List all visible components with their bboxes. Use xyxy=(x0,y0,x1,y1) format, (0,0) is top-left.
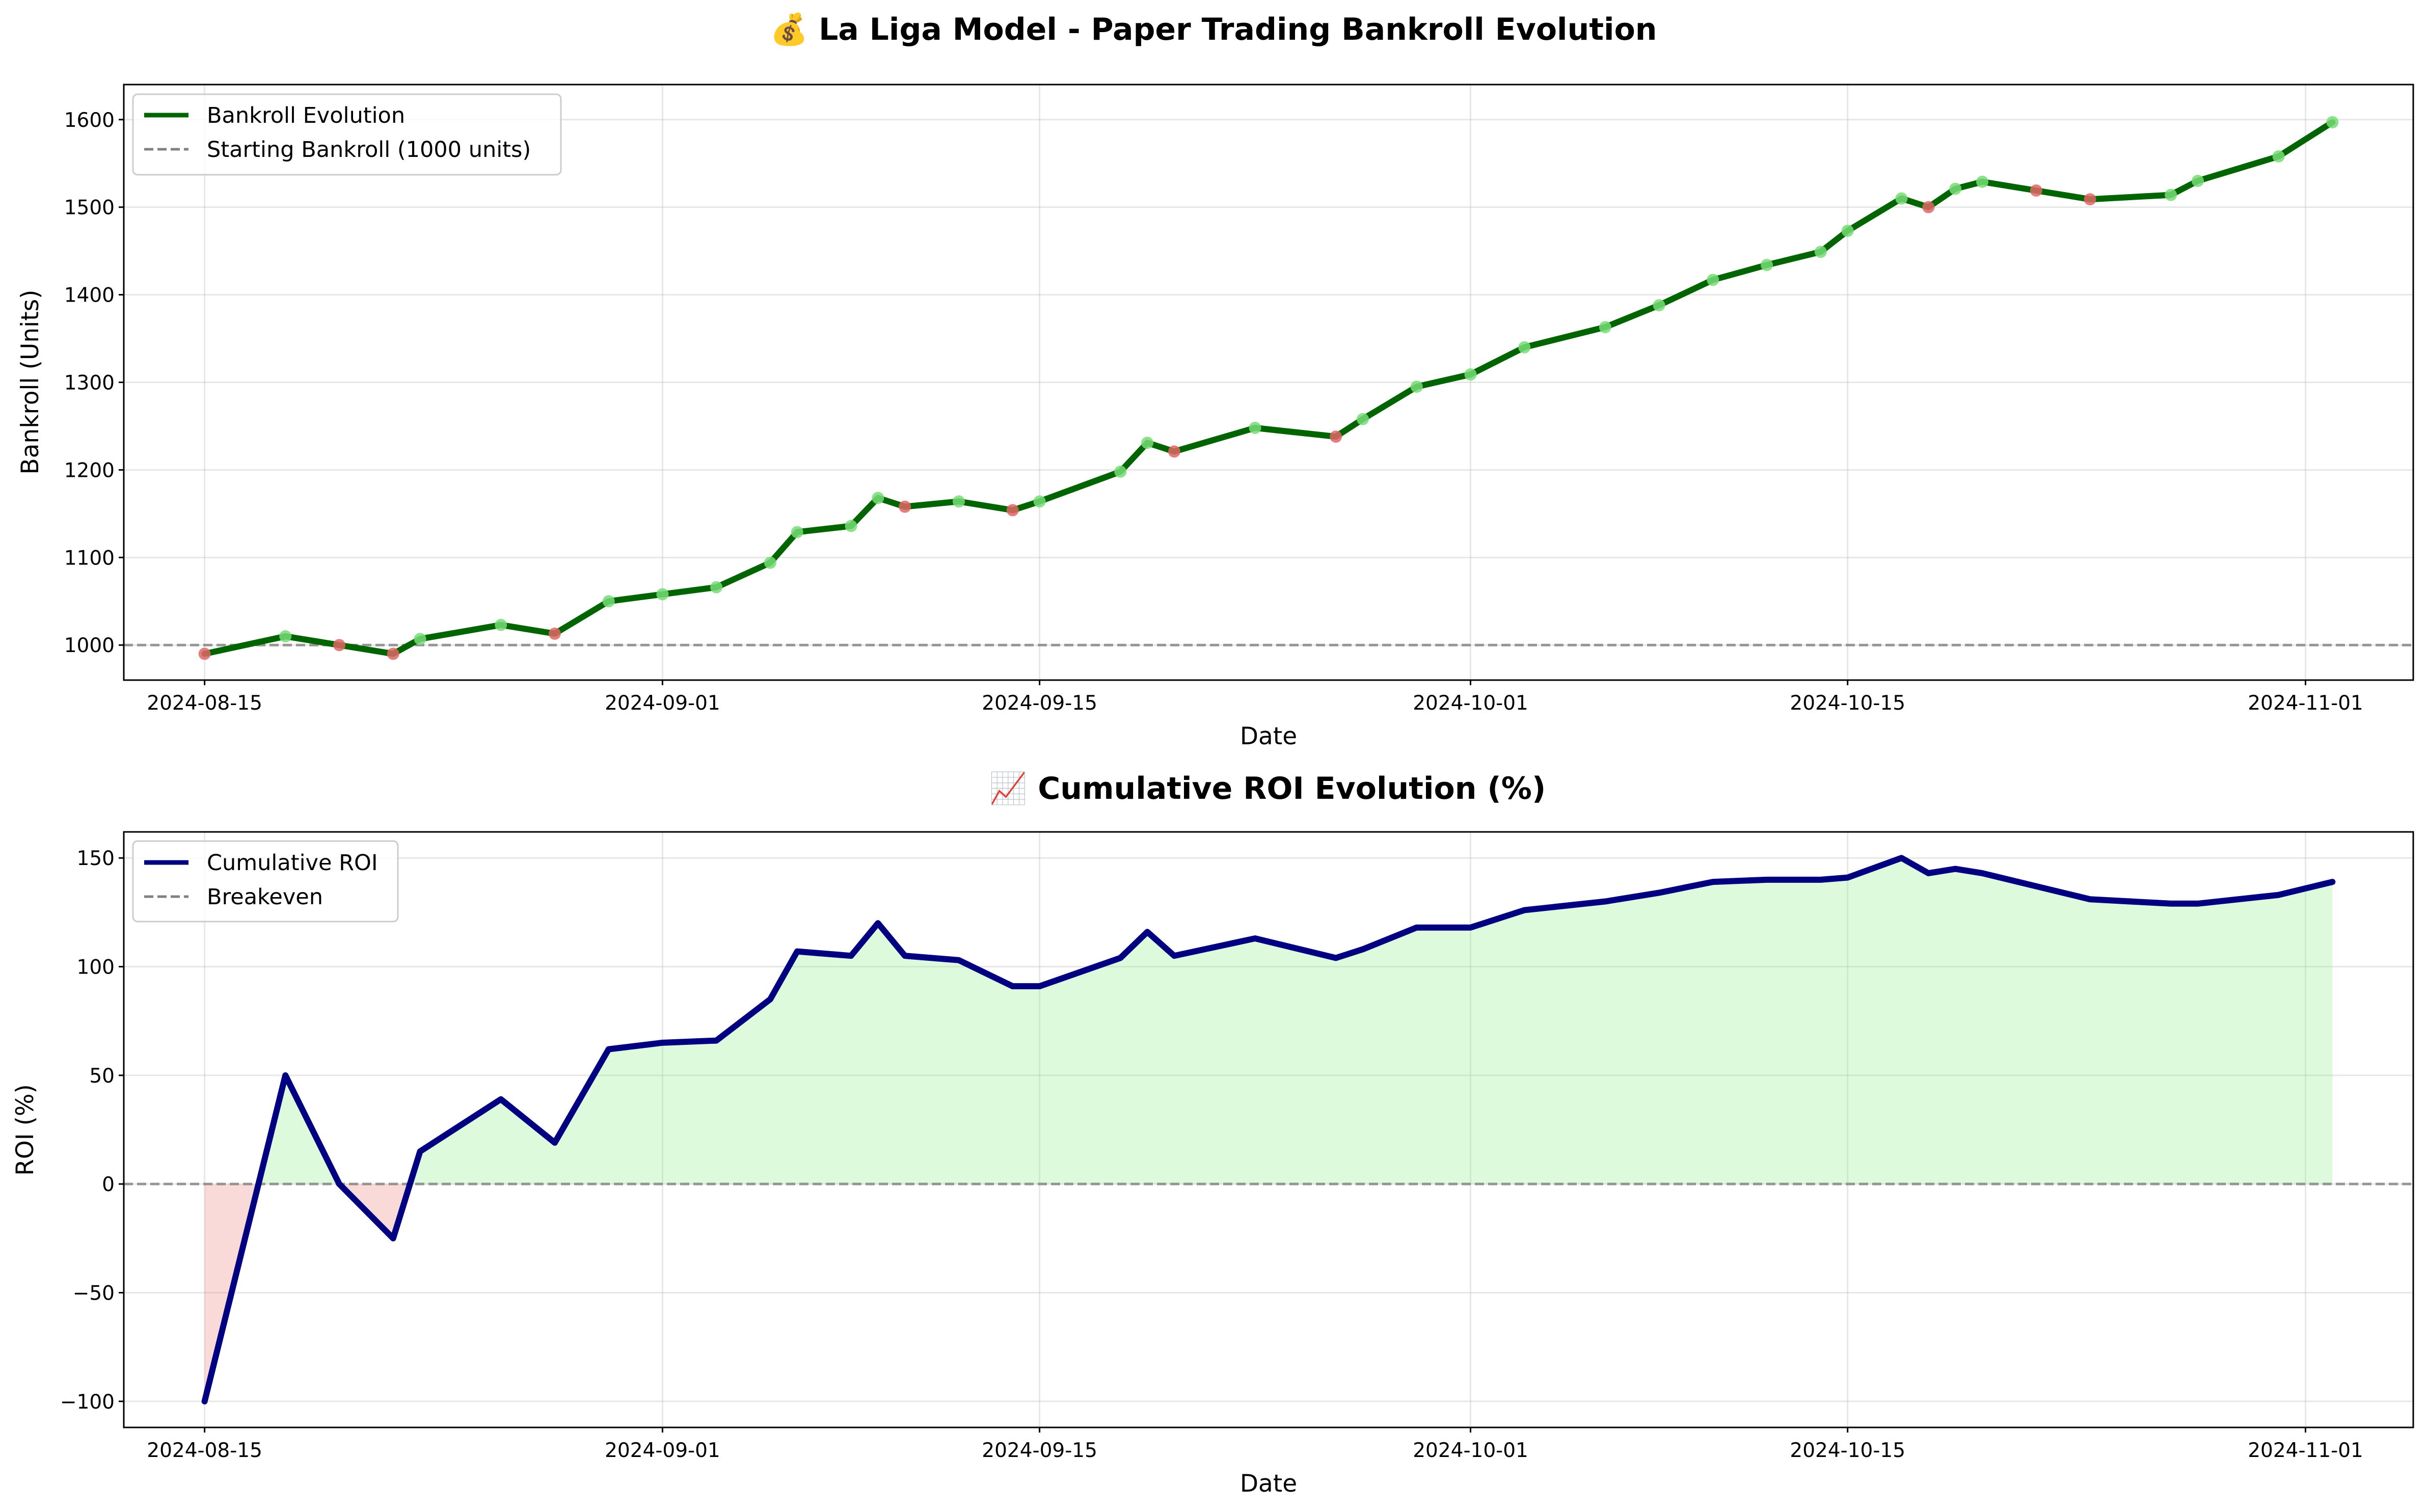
bankroll-data-point xyxy=(1141,437,1154,449)
bankroll-data-point xyxy=(1761,259,1773,272)
roi-legend-series-label: Cumulative ROI xyxy=(207,850,378,876)
bankroll-data-point xyxy=(952,495,965,508)
bankroll-x-axis-label: Date xyxy=(1240,722,1297,750)
roi-y-axis-label: ROI (%) xyxy=(11,1084,39,1176)
roi-y-tick-label: −100 xyxy=(60,1391,115,1414)
roi-x-tick-label: 2024-09-15 xyxy=(982,1439,1097,1462)
bankroll-data-point xyxy=(279,630,292,643)
roi-chart-title: 📈 Cumulative ROI Evolution (%) xyxy=(989,771,1546,806)
bankroll-data-point xyxy=(2272,150,2285,163)
roi-legend-reference-label: Breakeven xyxy=(207,884,323,910)
bankroll-y-tick-label: 1000 xyxy=(64,634,115,657)
roi-chart: 📈 Cumulative ROI Evolution (%) −100 −50 0 5… xyxy=(11,771,2414,1498)
bankroll-legend-reference-label: Starting Bankroll (1000 units) xyxy=(207,137,531,163)
bankroll-y-tick-label: 1600 xyxy=(64,109,115,132)
bankroll-legend-series-label: Bankroll Evolution xyxy=(207,103,405,128)
bankroll-data-point xyxy=(1976,175,1989,188)
bankroll-y-tick-label: 1200 xyxy=(64,459,115,482)
roi-y-tick-label: 50 xyxy=(89,1065,115,1088)
bankroll-data-point xyxy=(899,500,911,513)
bankroll-data-point xyxy=(333,639,345,652)
roi-x-tick-label: 2024-10-15 xyxy=(1790,1439,1905,1462)
bankroll-data-point xyxy=(1006,504,1019,517)
roi-positive-area xyxy=(204,858,2333,1184)
bankroll-data-point xyxy=(1033,495,1046,508)
bankroll-x-tick-label: 2024-10-01 xyxy=(1413,692,1528,715)
bankroll-data-point xyxy=(2030,184,2042,197)
bankroll-data-point xyxy=(872,492,884,504)
bankroll-x-tick-label: 2024-09-01 xyxy=(605,692,720,715)
roi-y-tick-label: 100 xyxy=(77,956,115,979)
bankroll-data-point xyxy=(764,556,776,569)
bankroll-chart: 💰 La Liga Model - Paper Trading Bankroll… xyxy=(16,12,2414,750)
bankroll-data-point xyxy=(791,526,803,538)
bankroll-x-tick-label: 2024-09-15 xyxy=(982,692,1097,715)
bankroll-data-point xyxy=(2192,175,2204,187)
bankroll-data-point xyxy=(2084,193,2096,206)
bankroll-data-point xyxy=(2326,116,2339,128)
bankroll-data-point xyxy=(1707,274,1719,286)
bankroll-x-tick-label: 2024-11-01 xyxy=(2248,692,2363,715)
bankroll-data-point xyxy=(1518,341,1531,354)
bankroll-data-point xyxy=(1249,421,1261,434)
roi-x-tick-label: 2024-08-15 xyxy=(147,1439,262,1462)
roi-fill-layer xyxy=(204,858,2333,1401)
roi-negative-area xyxy=(204,1184,410,1401)
roi-x-tick-label: 2024-11-01 xyxy=(2248,1439,2363,1462)
bankroll-data-point xyxy=(1653,299,1665,312)
roi-x-axis-label: Date xyxy=(1240,1470,1297,1498)
roi-y-tick-label: −50 xyxy=(73,1282,115,1305)
bankroll-data-point xyxy=(495,618,507,631)
bankroll-data-point xyxy=(1599,321,1611,334)
bankroll-data-point xyxy=(1814,246,1827,258)
bankroll-y-tick-label: 1400 xyxy=(64,284,115,307)
bankroll-y-tick-label: 1100 xyxy=(64,547,115,570)
roi-legend: Cumulative ROI Breakeven xyxy=(132,840,399,923)
roi-x-tick-label: 2024-09-01 xyxy=(605,1439,720,1462)
bankroll-data-point xyxy=(656,588,669,601)
bankroll-data-point xyxy=(198,647,211,660)
bankroll-x-tick-label: 2024-10-15 xyxy=(1790,692,1905,715)
roi-legend-box xyxy=(132,840,399,923)
bankroll-data-point xyxy=(845,520,857,532)
bankroll-marker-layer xyxy=(198,116,2339,660)
bankroll-data-point xyxy=(602,595,615,608)
roi-y-ticks: −100 −50 0 50 100 150 xyxy=(60,847,124,1414)
bankroll-x-tick-label: 2024-08-15 xyxy=(147,692,262,715)
bankroll-grid xyxy=(124,85,2413,680)
bankroll-data-point xyxy=(1841,225,1854,237)
roi-y-tick-label: 0 xyxy=(102,1173,115,1196)
bankroll-y-tick-label: 1500 xyxy=(64,197,115,220)
bankroll-data-point xyxy=(1922,201,1935,213)
roi-plot-frame xyxy=(123,831,2414,1428)
bankroll-data-point xyxy=(1357,413,1369,425)
bankroll-data-point xyxy=(1114,465,1127,478)
bankroll-data-point xyxy=(1895,192,1908,205)
bankroll-data-point xyxy=(1464,368,1477,381)
roi-line-layer xyxy=(201,855,2336,1405)
bankroll-legend: Bankroll Evolution Starting Bankroll (10… xyxy=(132,93,562,176)
bankroll-x-ticks: 2024-08-15 2024-09-01 2024-09-15 2024-10-01… xyxy=(147,680,2363,715)
bankroll-legend-box xyxy=(132,93,562,176)
bankroll-data-point xyxy=(2165,188,2177,201)
bankroll-data-point xyxy=(1949,182,1962,195)
roi-x-ticks: 2024-08-15 2024-09-01 2024-09-15 2024-10-01… xyxy=(147,1427,2363,1462)
bankroll-data-point xyxy=(1330,430,1342,443)
roi-y-tick-label: 150 xyxy=(77,847,115,870)
bankroll-y-ticks: 1000 1100 1200 1300 1400 1500 1600 xyxy=(64,109,124,657)
roi-x-tick-label: 2024-10-01 xyxy=(1413,1439,1528,1462)
roi-series-line xyxy=(201,855,2336,1405)
bankroll-data-point xyxy=(548,627,561,640)
bankroll-data-point xyxy=(414,633,426,645)
bankroll-data-point xyxy=(1168,445,1180,458)
bankroll-y-axis-label: Bankroll (Units) xyxy=(16,290,44,475)
bankroll-data-point xyxy=(1410,381,1423,393)
bankroll-data-point xyxy=(710,581,723,593)
bankroll-y-tick-label: 1300 xyxy=(64,372,115,395)
bankroll-chart-title: 💰 La Liga Model - Paper Trading Bankroll… xyxy=(770,12,1657,47)
bankroll-data-point xyxy=(387,647,399,660)
